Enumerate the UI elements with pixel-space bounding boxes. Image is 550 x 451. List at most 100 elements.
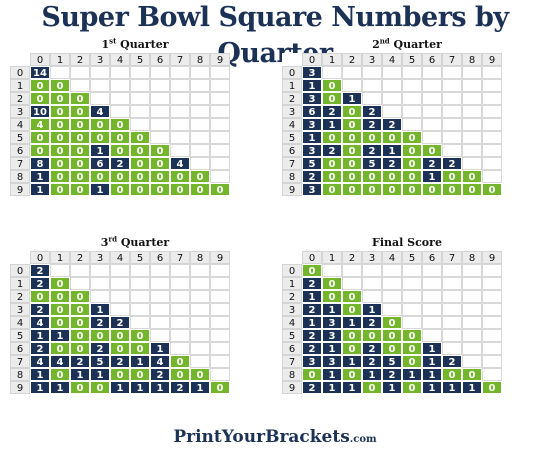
- column-header: 6: [150, 53, 170, 66]
- column-header: 9: [482, 53, 502, 66]
- empty-cell: [482, 290, 502, 303]
- empty-cell: [210, 290, 230, 303]
- row-header: 4: [10, 316, 30, 329]
- row-header: 6: [282, 144, 302, 157]
- count-cell: 0: [70, 290, 90, 303]
- empty-cell: [150, 290, 170, 303]
- empty-cell: [362, 66, 382, 79]
- count-cell: 0: [402, 355, 422, 368]
- count-cell: 1: [90, 368, 110, 381]
- count-cell: 4: [90, 105, 110, 118]
- count-cell: 0: [130, 144, 150, 157]
- empty-cell: [482, 264, 502, 277]
- empty-cell: [150, 264, 170, 277]
- count-cell: 10: [30, 105, 50, 118]
- empty-cell: [402, 264, 422, 277]
- empty-cell: [110, 105, 130, 118]
- column-header: 5: [130, 53, 150, 66]
- count-cell: 0: [130, 170, 150, 183]
- empty-cell: [382, 92, 402, 105]
- empty-cell: [402, 316, 422, 329]
- empty-cell: [482, 131, 502, 144]
- count-cell: 0: [50, 157, 70, 170]
- count-cell: 1: [422, 355, 442, 368]
- empty-cell: [150, 277, 170, 290]
- count-cell: 4: [30, 118, 50, 131]
- empty-cell: [150, 118, 170, 131]
- count-cell: 0: [70, 316, 90, 329]
- empty-cell: [90, 277, 110, 290]
- empty-cell: [402, 79, 422, 92]
- count-cell: 0: [302, 368, 322, 381]
- count-cell: 0: [150, 170, 170, 183]
- empty-cell: [462, 92, 482, 105]
- count-cell: 0: [170, 368, 190, 381]
- count-cell: 0: [342, 183, 362, 196]
- empty-cell: [90, 264, 110, 277]
- count-cell: 2: [170, 381, 190, 394]
- row-header: 5: [10, 131, 30, 144]
- empty-cell: [422, 329, 442, 342]
- count-cell: 8: [30, 157, 50, 170]
- count-cell: 2: [382, 157, 402, 170]
- panel-title-suffix: st: [109, 36, 117, 46]
- column-header: 2: [342, 251, 362, 264]
- footer-brand: PrintYourBrackets.com: [0, 426, 550, 451]
- count-cell: 0: [322, 92, 342, 105]
- empty-cell: [442, 342, 462, 355]
- count-cell: 0: [322, 183, 342, 196]
- empty-cell: [382, 105, 402, 118]
- count-cell: 4: [150, 355, 170, 368]
- empty-cell: [190, 329, 210, 342]
- empty-cell: [422, 264, 442, 277]
- count-cell: 1: [30, 329, 50, 342]
- empty-cell: [482, 118, 502, 131]
- count-cell: 0: [110, 131, 130, 144]
- grid-corner: [282, 53, 302, 66]
- row-header: 9: [282, 183, 302, 196]
- empty-cell: [90, 290, 110, 303]
- column-header: 9: [482, 251, 502, 264]
- row-header: 3: [10, 105, 30, 118]
- count-cell: 0: [30, 144, 50, 157]
- count-cell: 1: [402, 368, 422, 381]
- column-header: 7: [170, 53, 190, 66]
- column-header: 4: [382, 251, 402, 264]
- count-cell: 0: [422, 183, 442, 196]
- count-cell: 2: [90, 342, 110, 355]
- count-cell: 0: [342, 131, 362, 144]
- empty-cell: [130, 277, 150, 290]
- count-cell: 0: [482, 183, 502, 196]
- count-cell: 0: [110, 342, 130, 355]
- empty-cell: [462, 342, 482, 355]
- empty-cell: [130, 290, 150, 303]
- empty-cell: [462, 303, 482, 316]
- count-cell: 3: [302, 118, 322, 131]
- row-header: 9: [282, 381, 302, 394]
- empty-cell: [442, 105, 462, 118]
- panel-title-main: 3: [100, 236, 109, 249]
- count-cell: 0: [70, 183, 90, 196]
- column-header: 0: [30, 251, 50, 264]
- count-cell: 2: [322, 105, 342, 118]
- count-cell: 2: [362, 118, 382, 131]
- empty-cell: [190, 342, 210, 355]
- empty-cell: [190, 118, 210, 131]
- empty-cell: [382, 264, 402, 277]
- empty-cell: [342, 277, 362, 290]
- count-cell: 0: [402, 131, 422, 144]
- column-header: 4: [110, 53, 130, 66]
- empty-cell: [170, 303, 190, 316]
- empty-cell: [190, 157, 210, 170]
- empty-cell: [462, 277, 482, 290]
- column-header: 1: [322, 251, 342, 264]
- empty-cell: [482, 342, 502, 355]
- empty-cell: [190, 105, 210, 118]
- count-cell: 0: [342, 118, 362, 131]
- row-header: 6: [10, 144, 30, 157]
- row-header: 5: [282, 329, 302, 342]
- empty-cell: [170, 290, 190, 303]
- empty-cell: [482, 355, 502, 368]
- empty-cell: [402, 277, 422, 290]
- count-cell: 2: [302, 170, 322, 183]
